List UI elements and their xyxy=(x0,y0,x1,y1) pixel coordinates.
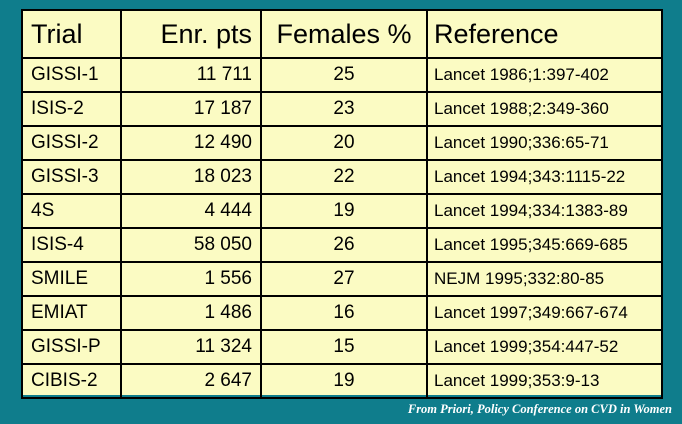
cell-enrolled: 2 647 xyxy=(120,363,262,399)
cell-trial: GISSI-2 xyxy=(21,125,122,161)
header-enrolled-patients: Enr. pts xyxy=(120,9,262,59)
cell-trial: GISSI-P xyxy=(21,329,122,365)
cell-enrolled: 17 187 xyxy=(120,91,262,127)
cell-reference: Lancet 1995;345:669-685 xyxy=(426,227,663,263)
cell-trial: ISIS-4 xyxy=(21,227,122,263)
cell-trial: EMIAT xyxy=(21,295,122,331)
cell-females: 22 xyxy=(260,159,428,195)
cell-reference: Lancet 1994;334:1383-89 xyxy=(426,193,663,229)
table-row: SMILE 1 556 27 NEJM 1995;332:80-85 xyxy=(21,261,663,297)
cell-females: 19 xyxy=(260,363,428,399)
table-header-row: Trial Enr. pts Females % Reference xyxy=(21,9,663,59)
table-row: GISSI-1 11 711 25 Lancet 1986;1:397-402 xyxy=(21,57,663,93)
table-row: GISSI-2 12 490 20 Lancet 1990;336:65-71 xyxy=(21,125,663,161)
cell-females: 15 xyxy=(260,329,428,365)
table-row: ISIS-4 58 050 26 Lancet 1995;345:669-685 xyxy=(21,227,663,263)
cell-females: 27 xyxy=(260,261,428,297)
cell-females: 20 xyxy=(260,125,428,161)
table-row: CIBIS-2 2 647 19 Lancet 1999;353:9-13 xyxy=(21,363,663,399)
table-row: GISSI-P 11 324 15 Lancet 1999;354:447-52 xyxy=(21,329,663,365)
cell-reference: Lancet 1986;1:397-402 xyxy=(426,57,663,93)
cell-enrolled: 1 486 xyxy=(120,295,262,331)
cell-trial: 4S xyxy=(21,193,122,229)
trials-table-container: Trial Enr. pts Females % Reference GISSI… xyxy=(21,9,663,399)
header-reference: Reference xyxy=(426,9,663,59)
cell-reference: Lancet 1994;343:1115-22 xyxy=(426,159,663,195)
cell-enrolled: 12 490 xyxy=(120,125,262,161)
cell-trial: GISSI-1 xyxy=(21,57,122,93)
cell-enrolled: 11 711 xyxy=(120,57,262,93)
cell-females: 26 xyxy=(260,227,428,263)
cell-reference: NEJM 1995;332:80-85 xyxy=(426,261,663,297)
cell-reference: Lancet 1997;349:667-674 xyxy=(426,295,663,331)
header-trial: Trial xyxy=(21,9,122,59)
cell-enrolled: 1 556 xyxy=(120,261,262,297)
cell-trial: GISSI-3 xyxy=(21,159,122,195)
cell-trial: CIBIS-2 xyxy=(21,363,122,399)
cell-reference: Lancet 1988;2:349-360 xyxy=(426,91,663,127)
cell-reference: Lancet 1999;354:447-52 xyxy=(426,329,663,365)
cell-enrolled: 11 324 xyxy=(120,329,262,365)
cell-females: 23 xyxy=(260,91,428,127)
table-row: 4S 4 444 19 Lancet 1994;334:1383-89 xyxy=(21,193,663,229)
cell-trial: SMILE xyxy=(21,261,122,297)
trials-table: Trial Enr. pts Females % Reference GISSI… xyxy=(21,9,663,399)
cell-females: 25 xyxy=(260,57,428,93)
table-row: EMIAT 1 486 16 Lancet 1997;349:667-674 xyxy=(21,295,663,331)
cell-enrolled: 4 444 xyxy=(120,193,262,229)
cell-females: 19 xyxy=(260,193,428,229)
source-note: From Priori, Policy Conference on CVD in… xyxy=(407,402,672,416)
table-row: GISSI-3 18 023 22 Lancet 1994;343:1115-2… xyxy=(21,159,663,195)
cell-enrolled: 18 023 xyxy=(120,159,262,195)
table-row: ISIS-2 17 187 23 Lancet 1988;2:349-360 xyxy=(21,91,663,127)
cell-reference: Lancet 1999;353:9-13 xyxy=(426,363,663,399)
cell-females: 16 xyxy=(260,295,428,331)
cell-enrolled: 58 050 xyxy=(120,227,262,263)
cell-reference: Lancet 1990;336:65-71 xyxy=(426,125,663,161)
header-females-percent: Females % xyxy=(260,9,428,59)
cell-trial: ISIS-2 xyxy=(21,91,122,127)
